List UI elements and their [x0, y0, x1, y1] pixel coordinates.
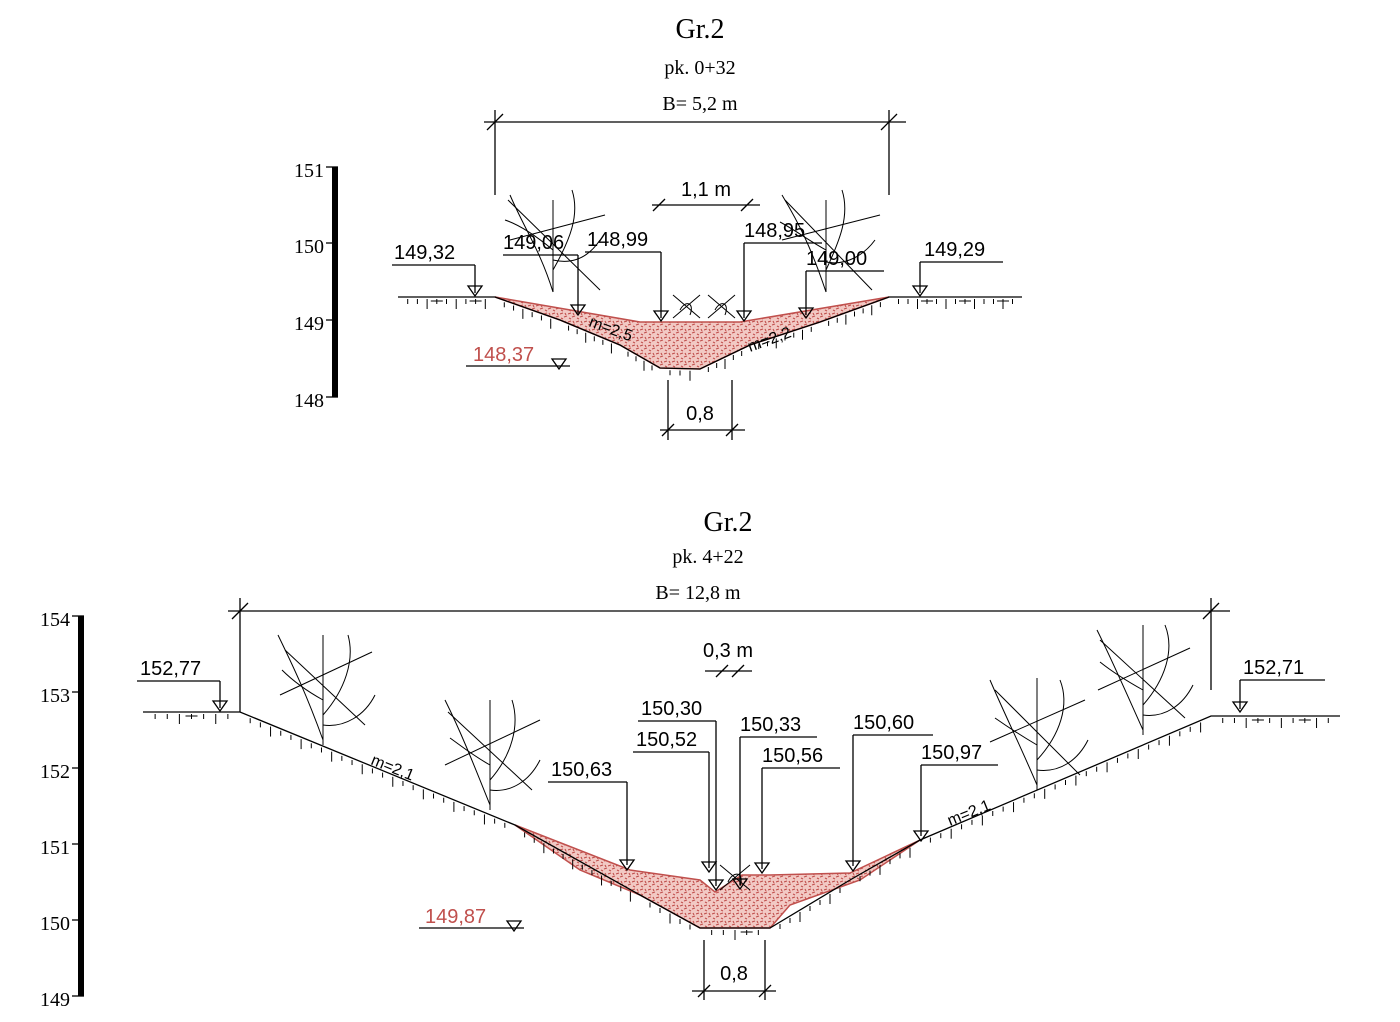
- section-1-sediment: [494, 296, 890, 370]
- section-1-bottom-width: 0,8: [686, 403, 714, 425]
- tree-icon: [989, 678, 1089, 790]
- tree-icon: [444, 699, 541, 810]
- scale-tick-label: 152: [40, 761, 70, 783]
- section-2-water-width-dimension: 0,3 m: [703, 640, 753, 678]
- section-1-title: Gr.2: [676, 14, 725, 45]
- elevation-marker-bottom: 148,37: [466, 344, 570, 371]
- section-2: Gr.2 pk. 4+22 B= 12,8 m 154 153 152 151 …: [40, 507, 1340, 1011]
- elevation-marker-right-bank: 149,29: [911, 239, 1003, 298]
- tree-icon: [1096, 624, 1194, 735]
- elevation-marker: 150,30: [638, 698, 725, 892]
- elevation-label: 148,99: [587, 229, 648, 251]
- reed-icon: [719, 864, 751, 891]
- tree-icon: [504, 189, 606, 293]
- slope-label-right: m=2,1: [945, 797, 993, 830]
- elevation-label: 152,71: [1243, 657, 1304, 679]
- elevation-marker: 150,63: [548, 759, 636, 872]
- tree-icon: [779, 189, 881, 293]
- elevation-marker: 150,52: [633, 729, 718, 874]
- tree-icon: [277, 634, 376, 745]
- scale-tick-label: 151: [40, 837, 70, 859]
- section-1-bottom-width-dimension: 0,8: [660, 380, 745, 440]
- scale-tick-label: 149: [40, 989, 70, 1011]
- elevation-label: 150,97: [921, 742, 982, 764]
- section-2-ground-line: [143, 711, 1340, 929]
- scale-tick-label: 148: [294, 390, 324, 412]
- elevation-label: 148,95: [744, 220, 805, 242]
- section-2-bottom-width-dimension: 0,8: [692, 940, 776, 1000]
- section-2-title: Gr.2: [704, 507, 753, 538]
- elevation-marker-left-bank: 149,32: [392, 242, 484, 298]
- section-1-width-label: B= 5,2 m: [662, 93, 738, 115]
- section-2-ground-hatching: [154, 714, 1329, 940]
- scale-tick-label: 150: [294, 236, 324, 258]
- elevation-marker: 150,33: [731, 714, 817, 891]
- elevation-label: 150,63: [551, 759, 612, 781]
- elevation-label: 150,56: [762, 745, 823, 767]
- elevation-label: 149,00: [806, 248, 867, 270]
- elevation-label: 150,60: [853, 712, 914, 734]
- section-2-water-width: 0,3 m: [703, 640, 753, 662]
- section-1-station: pk. 0+32: [664, 57, 735, 79]
- elevation-label-bottom: 149,87: [425, 906, 486, 928]
- elevation-label: 150,33: [740, 714, 801, 736]
- section-1-width-dimension: [484, 110, 906, 195]
- section-2-scale-bar: 154 153 152 151 150 149: [40, 609, 84, 1011]
- elevation-label-bottom: 148,37: [473, 344, 534, 366]
- elevation-marker: 148,99: [585, 229, 670, 323]
- section-1-ground-hatching: [407, 299, 1013, 381]
- elevation-label: 150,30: [641, 698, 702, 720]
- elevation-marker: 150,56: [753, 745, 840, 875]
- elevation-label: 149,29: [924, 239, 985, 261]
- elevation-marker: 148,95: [735, 220, 822, 323]
- section-2-bottom-width: 0,8: [720, 963, 748, 985]
- section-2-sediment: [514, 824, 921, 929]
- reed-icon: [672, 294, 736, 319]
- elevation-label: 150,52: [636, 729, 697, 751]
- elevation-marker: 149,00: [797, 248, 884, 320]
- section-1-water-width-dimension: 1,1 m: [652, 179, 760, 212]
- section-2-width-dimension: [228, 598, 1230, 712]
- section-2-station: pk. 4+22: [672, 546, 743, 568]
- elevation-marker: 150,97: [912, 742, 998, 843]
- elevation-marker: 150,60: [844, 712, 933, 873]
- scale-tick-label: 151: [294, 160, 324, 182]
- scale-tick-label: 150: [40, 913, 70, 935]
- section-1-ground-line: [398, 296, 1022, 370]
- elevation-marker-right-bank: 152,71: [1231, 657, 1325, 714]
- section-2-width-label: B= 12,8 m: [655, 582, 741, 604]
- scale-tick-label: 154: [40, 609, 70, 631]
- scale-tick-label: 153: [40, 685, 70, 707]
- elevation-label: 149,32: [394, 242, 455, 264]
- section-1-scale-bar: 151 150 149 148: [294, 160, 338, 412]
- section-1-water-width: 1,1 m: [681, 179, 731, 201]
- section-1: Gr.2 pk. 0+32 B= 5,2 m 151 150 149 148: [294, 14, 1022, 440]
- elevation-marker-left-bank: 152,77: [137, 658, 229, 713]
- elevation-label: 152,77: [140, 658, 201, 680]
- elevation-marker-bottom: 149,87: [419, 906, 524, 933]
- scale-tick-label: 149: [294, 313, 324, 335]
